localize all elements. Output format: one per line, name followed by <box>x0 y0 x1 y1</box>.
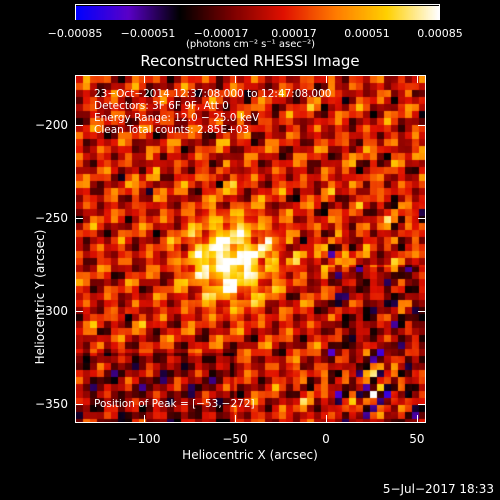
axis-tick-mark <box>416 75 418 83</box>
plot-area <box>75 75 426 423</box>
y-tick-label: −350 <box>35 397 68 412</box>
colorbar-tick-label: −0.00017 <box>193 27 249 40</box>
detectors-label: Detectors: 3F 6F 9F, Att 0 <box>94 100 229 112</box>
axis-tick-mark <box>75 218 83 220</box>
plot-timestamp: 5−Jul−2017 18:33 <box>382 482 494 496</box>
colorbar-tick-label: −0.00085 <box>47 27 103 40</box>
axis-tick-mark <box>144 75 146 83</box>
time-range-label: 23−Oct−2014 12:37:08.000 to 12:47:08.000 <box>94 88 332 100</box>
heatmap-image <box>76 76 425 422</box>
chart-title: Reconstructed RHESSI Image <box>140 52 360 70</box>
y-axis-label: Heliocentric Y (arcsec) <box>33 229 47 365</box>
axis-tick-mark <box>75 311 83 313</box>
colorbar-tick-label: 0.00085 <box>417 27 463 40</box>
y-tick-label: −300 <box>35 304 68 319</box>
peak-position-label: Position of Peak = [−53,−272] <box>94 398 255 410</box>
axis-tick-mark <box>418 311 426 313</box>
y-tick-label: −200 <box>35 118 68 133</box>
x-tick-label: 0 <box>322 432 330 446</box>
axis-tick-mark <box>416 415 418 423</box>
x-tick-label: −100 <box>127 432 161 446</box>
colorbar <box>75 4 440 20</box>
axis-tick-mark <box>325 75 327 83</box>
y-tick-label: −250 <box>35 211 68 226</box>
axis-tick-mark <box>235 75 237 83</box>
clean-counts-label: Clean Total counts: 2.85E+03 <box>94 124 250 136</box>
axis-tick-mark <box>325 415 327 423</box>
x-tick-label: −50 <box>222 432 248 446</box>
colorbar-tick-label: 0.00051 <box>344 27 390 40</box>
colorbar-units: (photons cm⁻² s⁻¹ asec⁻²) <box>186 39 316 50</box>
axis-tick-mark <box>75 404 83 406</box>
colorbar-gradient <box>76 6 439 20</box>
colorbar-tick-label: 0.00017 <box>271 27 317 40</box>
axis-tick-mark <box>418 218 426 220</box>
axis-tick-mark <box>75 125 83 127</box>
x-axis-label: Heliocentric X (arcsec) <box>182 448 318 462</box>
x-tick-label: 50 <box>409 432 425 446</box>
axis-tick-mark <box>144 415 146 423</box>
energy-range-label: Energy Range: 12.0 − 25.0 keV <box>94 112 260 124</box>
axis-tick-mark <box>418 125 426 127</box>
axis-tick-mark <box>235 415 237 423</box>
colorbar-tick-label: −0.00051 <box>120 27 176 40</box>
axis-tick-mark <box>418 404 426 406</box>
